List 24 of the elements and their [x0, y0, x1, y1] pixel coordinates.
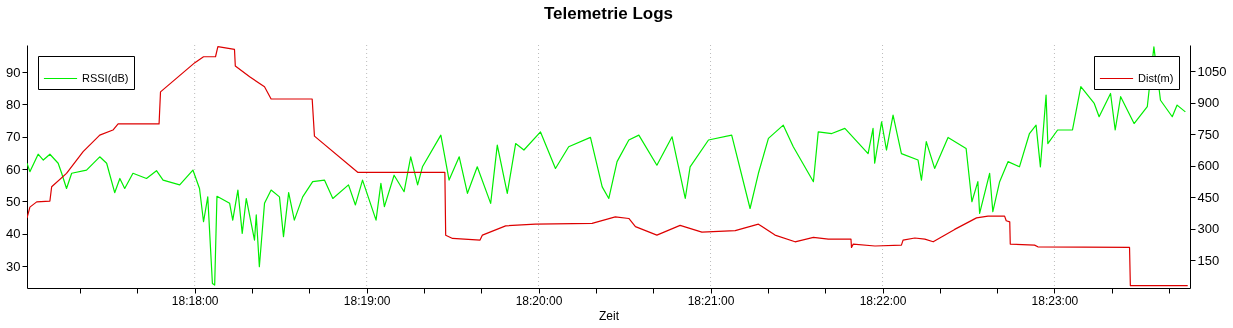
y2-tick-label: 900 [1197, 95, 1220, 111]
y-tick-label: 70 [6, 129, 21, 145]
y2-tick-label: 750 [1197, 126, 1220, 142]
y2-tick-label: 450 [1197, 189, 1220, 205]
y-tick-label: 90 [6, 64, 21, 80]
x-axis-title: Zeit [598, 308, 620, 323]
x-tick-label: 18:21:00 [687, 293, 735, 308]
y-tick-label: 80 [6, 96, 21, 112]
legend-label: RSSI(dB) [82, 71, 129, 84]
y-tick-label: 60 [6, 161, 21, 177]
y-tick-label: 40 [6, 226, 21, 242]
y-tick-label: 30 [6, 258, 21, 274]
legend-label: Dist(m) [1138, 71, 1174, 84]
x-tick-label: 18:20:00 [515, 293, 563, 308]
x-tick-label: 18:18:00 [171, 293, 219, 308]
x-tick-label: 18:23:00 [1031, 293, 1079, 308]
y2-tick-label: 300 [1197, 221, 1220, 237]
x-tick-label: 18:19:00 [343, 293, 391, 308]
y2-tick-label: 600 [1197, 158, 1220, 174]
y-tick-label: 50 [6, 193, 21, 209]
y2-tick-label: 1050 [1197, 63, 1227, 79]
x-tick-label: 18:22:00 [859, 293, 907, 308]
y2-tick-label: 150 [1197, 252, 1220, 268]
chart-title: Telemetrie Logs [543, 3, 674, 23]
